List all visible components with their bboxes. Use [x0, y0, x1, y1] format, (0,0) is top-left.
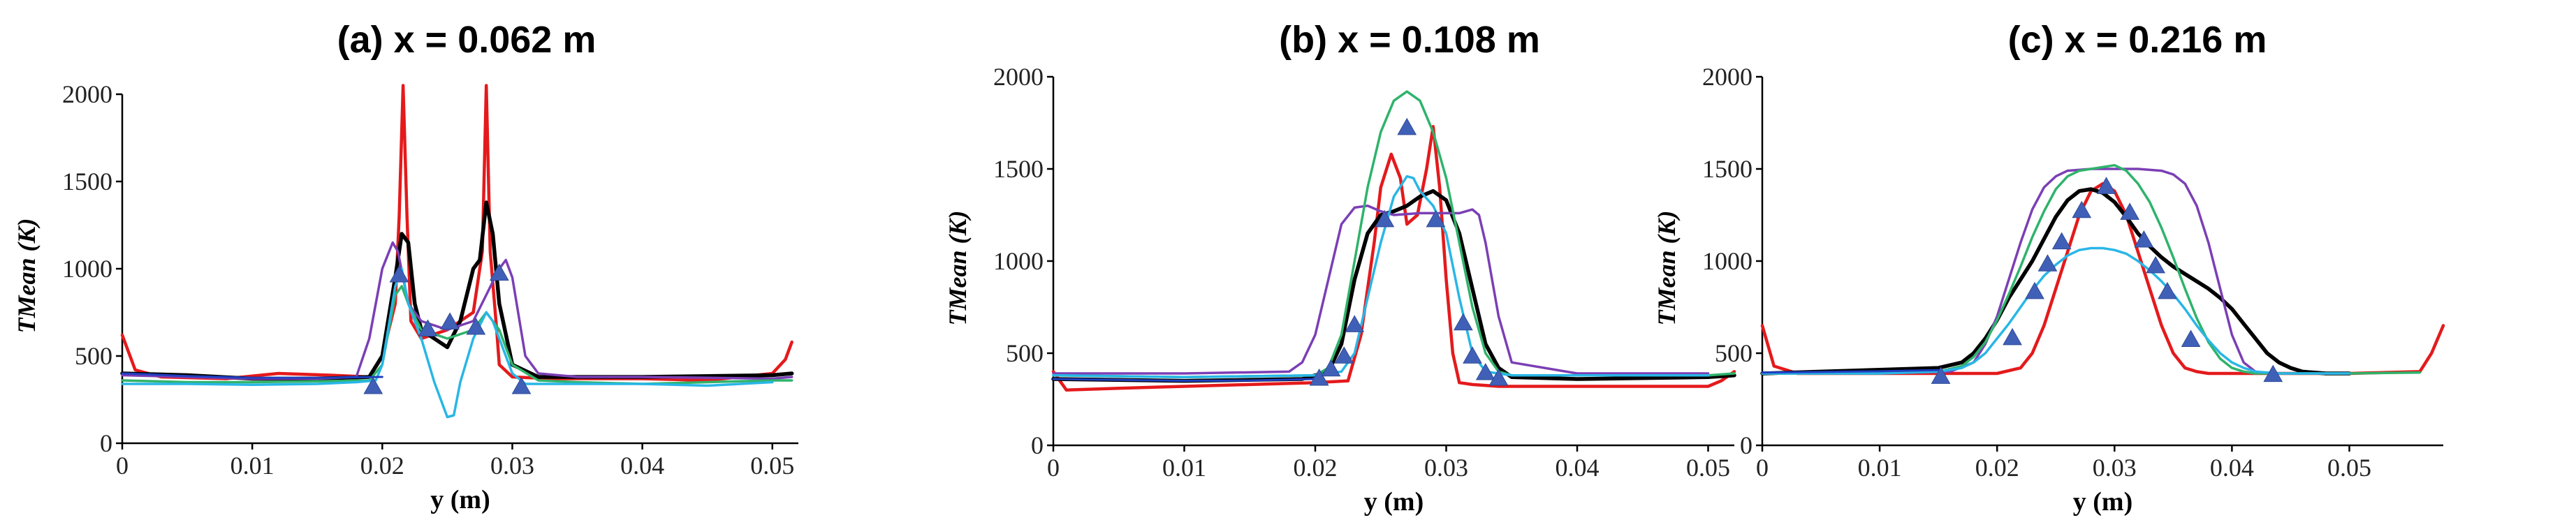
series-line-a-4: [121, 285, 793, 385]
data-point-marker-c: [2181, 329, 2201, 348]
x-tick-label-a: 0.01: [230, 452, 275, 480]
series-line-b-1: [1051, 125, 1736, 392]
data-point-marker-a: [466, 317, 486, 335]
y-tick-label-c: 500: [1715, 339, 1752, 367]
data-point-marker-b: [1488, 368, 1509, 386]
data-point-marker-c: [2025, 281, 2044, 299]
data-point-marker-c: [2072, 200, 2092, 218]
data-point-marker-c: [2146, 255, 2166, 274]
x-tick-label-c: 0.01: [1858, 454, 1902, 482]
y-tick-label-b: 2000: [993, 63, 1044, 91]
y-tick-label-b: 1000: [993, 247, 1044, 275]
series-line-a-6: [121, 372, 383, 379]
data-point-marker-a: [418, 319, 438, 336]
y-tick-label-a: 1500: [62, 168, 112, 195]
series-line-c-6: [1761, 369, 1940, 374]
x-tick-label-b: 0.05: [1686, 454, 1730, 482]
x-axis-label-c: y (m): [2073, 487, 2132, 517]
x-tick-label-a: 0.05: [750, 452, 794, 480]
data-point-marker-b: [1454, 313, 1473, 331]
y-tick-label-a: 0: [100, 429, 112, 457]
series-line-b-4: [1052, 90, 1736, 379]
data-point-marker-c: [2051, 232, 2072, 250]
panel-c: (c) x = 0.216 m 0 500 1000 1500 2000 0 0.01 0.02…: [1653, 19, 2445, 517]
series-line-c-4: [1761, 163, 2422, 375]
data-point-marker-b: [1426, 209, 1446, 228]
series-line-b-2: [1051, 188, 1736, 383]
x-tick-label-a: 0.03: [490, 452, 534, 480]
x-tick-label-b: 0.04: [1556, 454, 1600, 482]
x-tick-label-c: 0.04: [2210, 454, 2254, 482]
x-tick-label-b: 0: [1047, 454, 1060, 482]
y-tick-label-a: 1000: [62, 255, 112, 283]
x-tick-label-b: 0.03: [1424, 454, 1468, 482]
series-line-b-5: [1052, 175, 1710, 379]
y-tick-label-c: 1500: [1702, 155, 1752, 183]
data-point-marker-c: [2158, 281, 2177, 299]
data-point-marker-c: [2120, 202, 2140, 220]
data-point-marker-b: [1321, 359, 1341, 377]
x-tick-label-a: 0.04: [620, 452, 664, 480]
data-point-marker-c: [1931, 366, 1951, 384]
x-tick-label-c: 0.03: [2093, 454, 2137, 482]
data-point-marker-c: [2134, 230, 2154, 248]
data-point-marker-a: [489, 263, 509, 281]
data-point-marker-a: [440, 312, 460, 329]
series-line-c-2: [1760, 187, 2352, 376]
y-tick-label-a: 2000: [62, 80, 112, 108]
y-axis-label-b: TMean (K): [944, 211, 972, 326]
data-point-marker-c: [2037, 254, 2058, 272]
x-tick-label-c: 0: [1756, 454, 1769, 482]
y-tick-label-c: 0: [1740, 431, 1752, 459]
data-point-marker-a: [363, 376, 383, 394]
data-point-marker-c: [2263, 364, 2283, 383]
series-line-a-3: [121, 241, 793, 380]
series-line-a-2: [120, 200, 794, 381]
y-tick-label-c: 1000: [1702, 247, 1752, 275]
y-tick-label-c: 2000: [1702, 63, 1752, 91]
x-tick-label-a: 0.02: [360, 452, 404, 480]
chart-title-a: (a) x = 0.062 m: [337, 19, 597, 61]
data-point-marker-b: [1475, 363, 1495, 380]
data-point-marker-b: [1345, 315, 1365, 332]
data-point-marker-c: [2003, 327, 2022, 346]
x-tick-label-a: 0: [116, 452, 129, 480]
data-point-marker-a: [389, 265, 409, 283]
x-tick-label-b: 0.02: [1294, 454, 1338, 482]
x-tick-label-b: 0.01: [1162, 454, 1206, 482]
series-line-c-5: [1761, 246, 2351, 375]
y-tick-label-b: 500: [1006, 339, 1044, 367]
data-point-marker-b: [1397, 117, 1417, 135]
y-axis-label-a: TMean (K): [13, 218, 41, 334]
x-axis-label-b: y (m): [1364, 487, 1424, 517]
y-tick-label-a: 500: [75, 342, 112, 370]
x-axis-label-a: y (m): [430, 485, 490, 514]
y-tick-label-b: 0: [1031, 431, 1044, 459]
y-axis-label-c: TMean (K): [1653, 211, 1681, 326]
series-line-b-6: [1052, 378, 1317, 383]
x-tick-label-c: 0.02: [1975, 454, 2019, 482]
data-point-marker-b: [1463, 346, 1482, 364]
data-point-marker-a: [511, 376, 532, 394]
series-line-a-5: [121, 267, 774, 419]
data-point-marker-b: [1375, 209, 1395, 228]
y-tick-label-b: 1500: [993, 155, 1044, 183]
data-point-marker-c: [2096, 177, 2116, 194]
panel-a: (a) x = 0.062 m 0 500 1000 1500 2000 0 0.01 0.02…: [13, 19, 798, 514]
series-line-b-3: [1052, 205, 1710, 375]
panel-b: (b) x = 0.108 m 0 500 1000 1500 2000 0 0.01 0.02…: [944, 19, 1736, 517]
x-tick-label-c: 0.05: [2327, 454, 2371, 482]
series-line-c-1: [1760, 181, 2445, 376]
data-point-marker-b: [1334, 346, 1354, 364]
chart-title-b: (b) x = 0.108 m: [1279, 19, 1540, 61]
data-point-marker-b: [1309, 368, 1329, 386]
chart-title-c: (c) x = 0.216 m: [2008, 19, 2267, 61]
